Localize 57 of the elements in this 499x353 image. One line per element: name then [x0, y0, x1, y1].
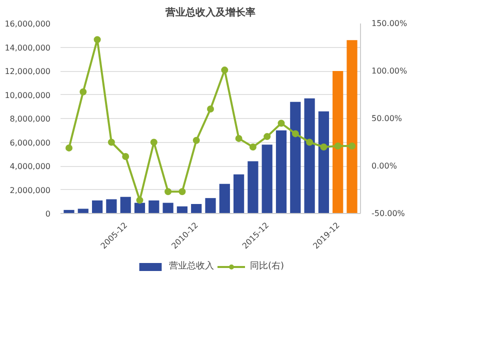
y-tick-label: 8,000,000 — [10, 114, 51, 124]
point — [235, 134, 242, 142]
bar — [233, 174, 244, 214]
point — [164, 188, 172, 196]
y2-tick-label: 0.00% — [372, 162, 398, 170]
bar — [176, 206, 188, 214]
bar — [304, 98, 315, 214]
bar — [120, 196, 131, 214]
bar — [162, 202, 174, 214]
y-tick-label: 12,000,000 — [4, 67, 51, 76]
point — [292, 130, 299, 138]
bar — [219, 184, 230, 214]
legend-label: 营业总收入 — [168, 260, 214, 272]
bar — [276, 130, 287, 214]
point — [122, 153, 130, 160]
y2-tick-label: 50.00% — [372, 114, 402, 123]
point — [278, 120, 285, 127]
point — [150, 138, 158, 146]
y-tick-label: 2,000,000 — [10, 186, 51, 195]
bar — [248, 161, 258, 214]
point — [207, 106, 214, 112]
bar — [205, 198, 216, 214]
bar — [106, 199, 117, 214]
point — [249, 144, 256, 150]
chart-title: 营业总收入及增长率 — [164, 6, 256, 18]
legend-label: 同比(右) — [250, 260, 284, 272]
point — [192, 136, 200, 144]
point — [306, 138, 314, 146]
point — [178, 188, 186, 196]
bar — [346, 40, 358, 214]
y-tick-label: 14,000,000 — [4, 43, 51, 52]
point — [94, 36, 101, 44]
point — [334, 142, 342, 150]
point — [80, 88, 87, 96]
y-tick-label: 4,000,000 — [10, 162, 51, 171]
point — [108, 138, 115, 146]
bar — [262, 144, 272, 214]
bar — [134, 202, 146, 214]
bar — [191, 204, 202, 214]
bar — [148, 200, 160, 214]
point — [221, 66, 228, 74]
y2-tick-label: 150.00% — [372, 19, 408, 28]
point — [348, 142, 356, 150]
bar — [92, 200, 103, 214]
y-tick-label: 16,000,000 — [4, 20, 51, 28]
y2-tick-label: 100.00% — [372, 66, 408, 76]
bar — [318, 111, 330, 214]
bar — [290, 102, 301, 214]
point — [320, 144, 328, 150]
point — [65, 144, 72, 152]
y-tick-label: 10,000,000 — [4, 90, 51, 100]
bar — [332, 71, 344, 214]
y-tick-label: 6,000,000 — [10, 138, 51, 148]
point — [136, 196, 144, 204]
y2-tick-label: -50.00% — [372, 209, 406, 218]
y-tick-label: 0 — [45, 210, 51, 218]
point — [264, 133, 271, 140]
